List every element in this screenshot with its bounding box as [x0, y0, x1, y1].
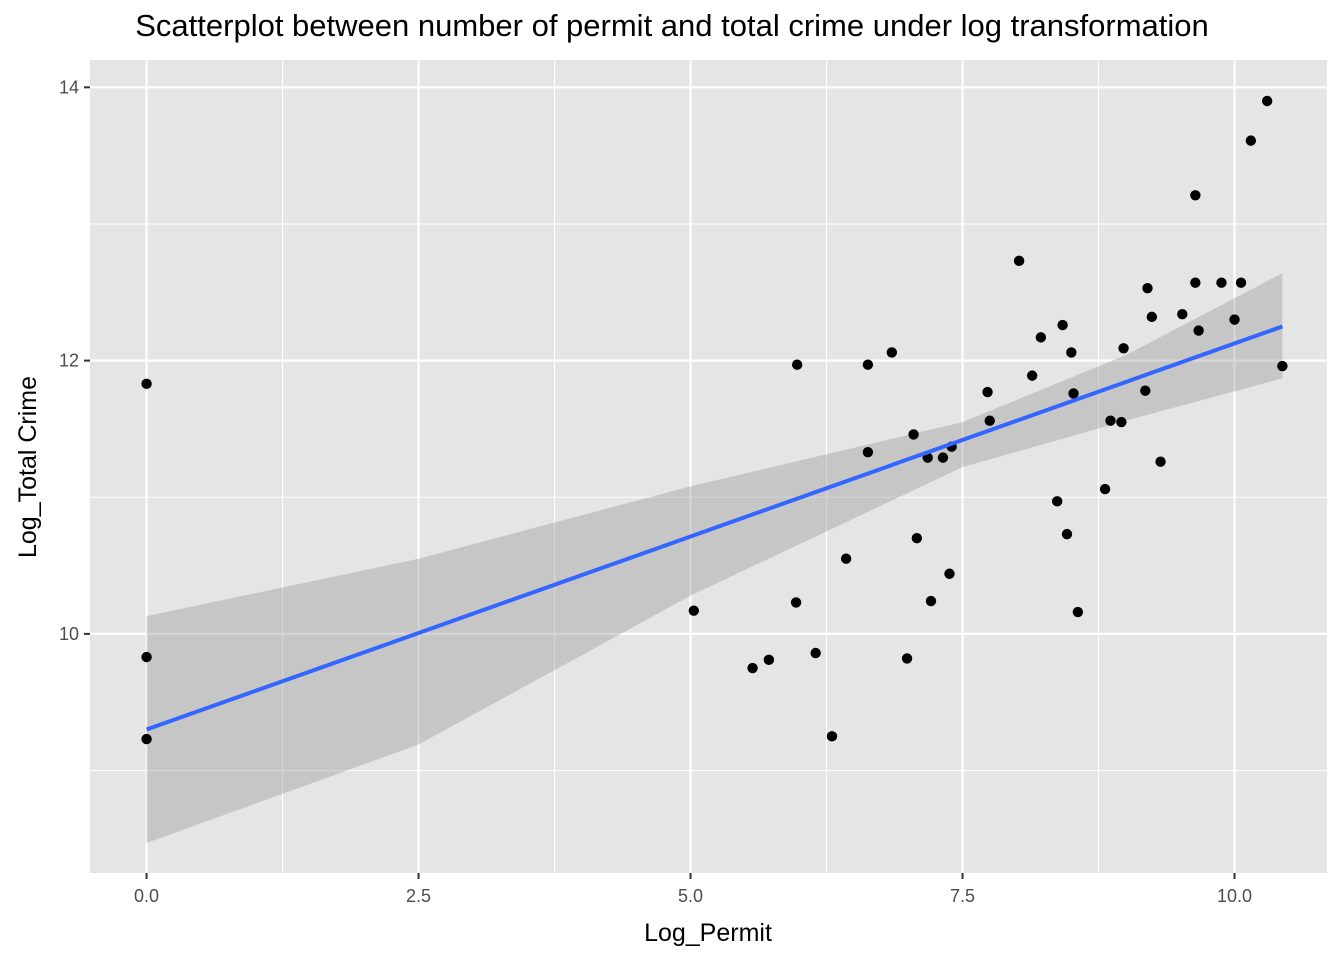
data-point [763, 654, 775, 666]
data-point [911, 533, 923, 544]
data-point [1035, 332, 1047, 343]
data-point [1105, 415, 1116, 426]
data-point [925, 595, 937, 607]
y-tick-label: 12 [59, 351, 79, 371]
y-tick-label: 14 [59, 77, 79, 97]
data-point [1066, 347, 1077, 358]
data-point [944, 568, 955, 579]
data-point [862, 446, 874, 458]
data-point [747, 662, 758, 674]
data-point [1057, 319, 1068, 331]
data-point [862, 359, 874, 370]
data-point [1146, 311, 1158, 323]
regression-line [145, 324, 1284, 732]
x-tick-label: 0.0 [134, 886, 159, 906]
plot-panel [90, 60, 1327, 873]
data-point [826, 731, 838, 742]
data-point [791, 359, 803, 370]
data-point [141, 651, 152, 663]
data-point [1155, 456, 1166, 467]
y-axis: 10 12 14 [59, 77, 90, 644]
data-point [1099, 483, 1111, 495]
data-point [1072, 606, 1084, 618]
data-point [141, 378, 152, 390]
data-point [688, 605, 700, 616]
data-point [790, 597, 802, 608]
data-point [1190, 190, 1201, 201]
x-tick-label: 5.0 [678, 886, 703, 906]
data-point [1051, 496, 1063, 507]
data-point [1116, 416, 1127, 428]
x-tick-label: 2.5 [406, 886, 431, 906]
data-point [1229, 314, 1240, 325]
data-point [1013, 255, 1025, 267]
data-point [1235, 277, 1247, 288]
chart-title: Scatterplot between number of permit and… [135, 8, 1209, 43]
y-tick-label: 10 [59, 624, 79, 644]
data-point [984, 415, 995, 426]
x-tick-label: 10.0 [1217, 886, 1252, 906]
data-point [1261, 95, 1273, 107]
data-points [141, 95, 1288, 745]
data-point [908, 429, 919, 440]
data-point [1190, 277, 1201, 288]
data-point [1216, 277, 1227, 288]
data-point [937, 452, 949, 463]
data-point [1140, 385, 1151, 396]
data-point [1142, 282, 1153, 294]
data-point [1068, 388, 1079, 399]
data-point [1118, 343, 1129, 354]
confidence-band [146, 273, 1283, 843]
x-axis: 0.0 2.5 5.0 7.5 10.0 [134, 873, 1252, 906]
data-point [982, 386, 993, 398]
data-point [1026, 370, 1038, 381]
data-point [1193, 325, 1204, 336]
data-point [1277, 360, 1288, 372]
data-point [1061, 528, 1073, 540]
minor-gridlines [90, 60, 1327, 873]
data-point [810, 647, 821, 659]
x-tick-label: 7.5 [950, 886, 975, 906]
data-point [840, 553, 852, 564]
x-axis-title: Log_Permit [644, 919, 772, 947]
data-point [1245, 135, 1257, 146]
y-axis-title: Log_Total Crime [14, 376, 42, 558]
data-point [886, 347, 898, 358]
data-point [141, 733, 152, 745]
data-point [1177, 308, 1188, 320]
data-point [901, 653, 913, 664]
